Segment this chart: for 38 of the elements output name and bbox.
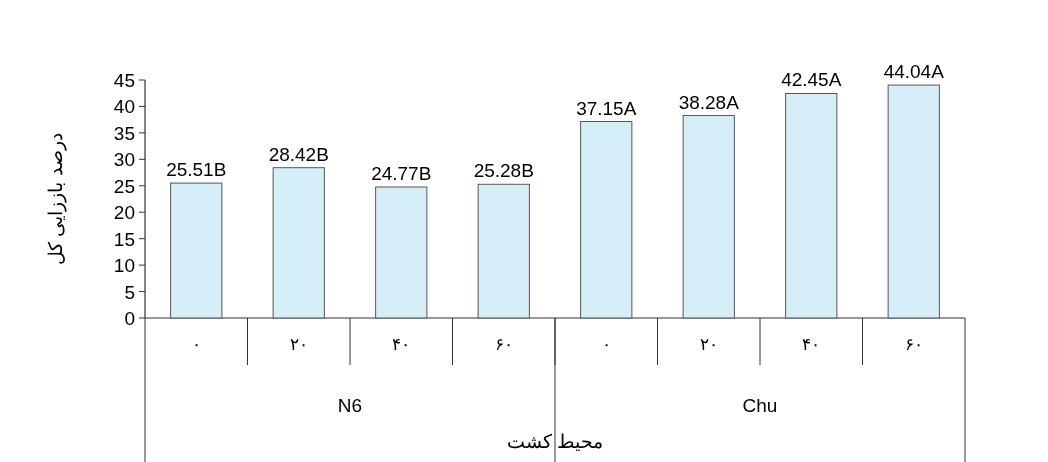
y-tick-label: 10 [113,255,135,277]
data-label: 25.28B [473,160,534,182]
data-label: 25.51B [166,159,227,181]
x-tick-label: ۶۰ [904,335,923,354]
data-label: 38.28A [678,91,740,113]
y-tick-label: 25 [113,175,135,197]
bar [375,186,428,319]
x-tick-label: ۲۰ [289,335,308,354]
y-tick-label: 0 [124,308,135,329]
data-label: 44.04A [883,61,945,83]
bar [580,121,633,319]
x-tick-label: ۴۰ [392,335,411,354]
y-tick-label: 5 [124,281,135,303]
data-label: 28.42B [268,143,329,165]
x-axis-title: محیط کشت [506,431,604,452]
data-label: 42.45A [781,69,842,91]
bar [477,183,530,319]
bar [170,182,223,319]
y-tick-label: 40 [113,96,135,118]
y-axis-title: درصد باززایی کل [45,133,67,265]
x-tick-label: ۲۰ [699,335,718,354]
bar [272,167,325,319]
y-tick-label: 45 [113,70,135,91]
y-tick-label: 20 [113,202,135,224]
y-tick-label: 15 [113,228,135,250]
data-label: 24.77B [371,162,432,184]
x-tick-label: ۰ [191,335,201,354]
bar [785,92,838,319]
x-tick-label: ۶۰ [494,335,513,354]
x-tick-label: ۴۰ [802,335,821,354]
x-tick-label: ۰ [601,335,611,354]
y-tick-label: 35 [113,122,135,144]
y-tick-label: 30 [113,149,135,171]
bar [887,84,940,319]
bar [682,115,735,319]
text: N6 [337,395,363,416]
data-label: 37.15A [576,97,637,119]
text: Chu [742,395,778,416]
